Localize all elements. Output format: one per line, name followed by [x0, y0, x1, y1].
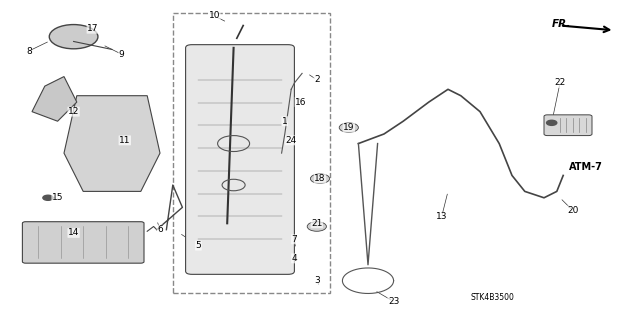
FancyBboxPatch shape [544, 115, 592, 136]
Text: 10: 10 [209, 11, 220, 20]
Text: 2: 2 [314, 75, 319, 84]
Text: 15: 15 [52, 193, 63, 202]
Text: 3: 3 [314, 276, 319, 285]
Text: 13: 13 [436, 212, 447, 221]
Text: 14: 14 [68, 228, 79, 237]
FancyBboxPatch shape [186, 45, 294, 274]
Circle shape [43, 195, 53, 200]
Text: 17: 17 [87, 24, 99, 33]
Text: 18: 18 [314, 174, 326, 183]
Polygon shape [64, 96, 160, 191]
Circle shape [547, 120, 557, 125]
Text: 5: 5 [196, 241, 201, 250]
Text: ATM-7: ATM-7 [569, 162, 602, 173]
Text: FR.: FR. [552, 19, 572, 29]
Text: 11: 11 [119, 136, 131, 145]
Text: 6: 6 [157, 225, 163, 234]
Bar [173, 13, 330, 293]
FancyBboxPatch shape [22, 222, 144, 263]
Text: 16: 16 [295, 98, 307, 107]
Text: 8: 8 [26, 47, 31, 56]
Circle shape [49, 25, 98, 49]
Text: 19: 19 [343, 123, 355, 132]
Circle shape [307, 222, 326, 231]
Text: 7: 7 [292, 235, 297, 244]
Circle shape [310, 174, 330, 183]
Text: 21: 21 [311, 219, 323, 228]
Text: 12: 12 [68, 107, 79, 116]
Text: 1: 1 [282, 117, 287, 126]
Circle shape [339, 123, 358, 132]
Text: 4: 4 [292, 254, 297, 263]
Polygon shape [32, 77, 77, 121]
Text: 22: 22 [554, 78, 566, 87]
Text: 9: 9 [119, 50, 124, 59]
Text: STK4B3500: STK4B3500 [471, 293, 515, 302]
Text: 24: 24 [285, 136, 297, 145]
Text: 20: 20 [567, 206, 579, 215]
Text: 23: 23 [388, 297, 399, 306]
